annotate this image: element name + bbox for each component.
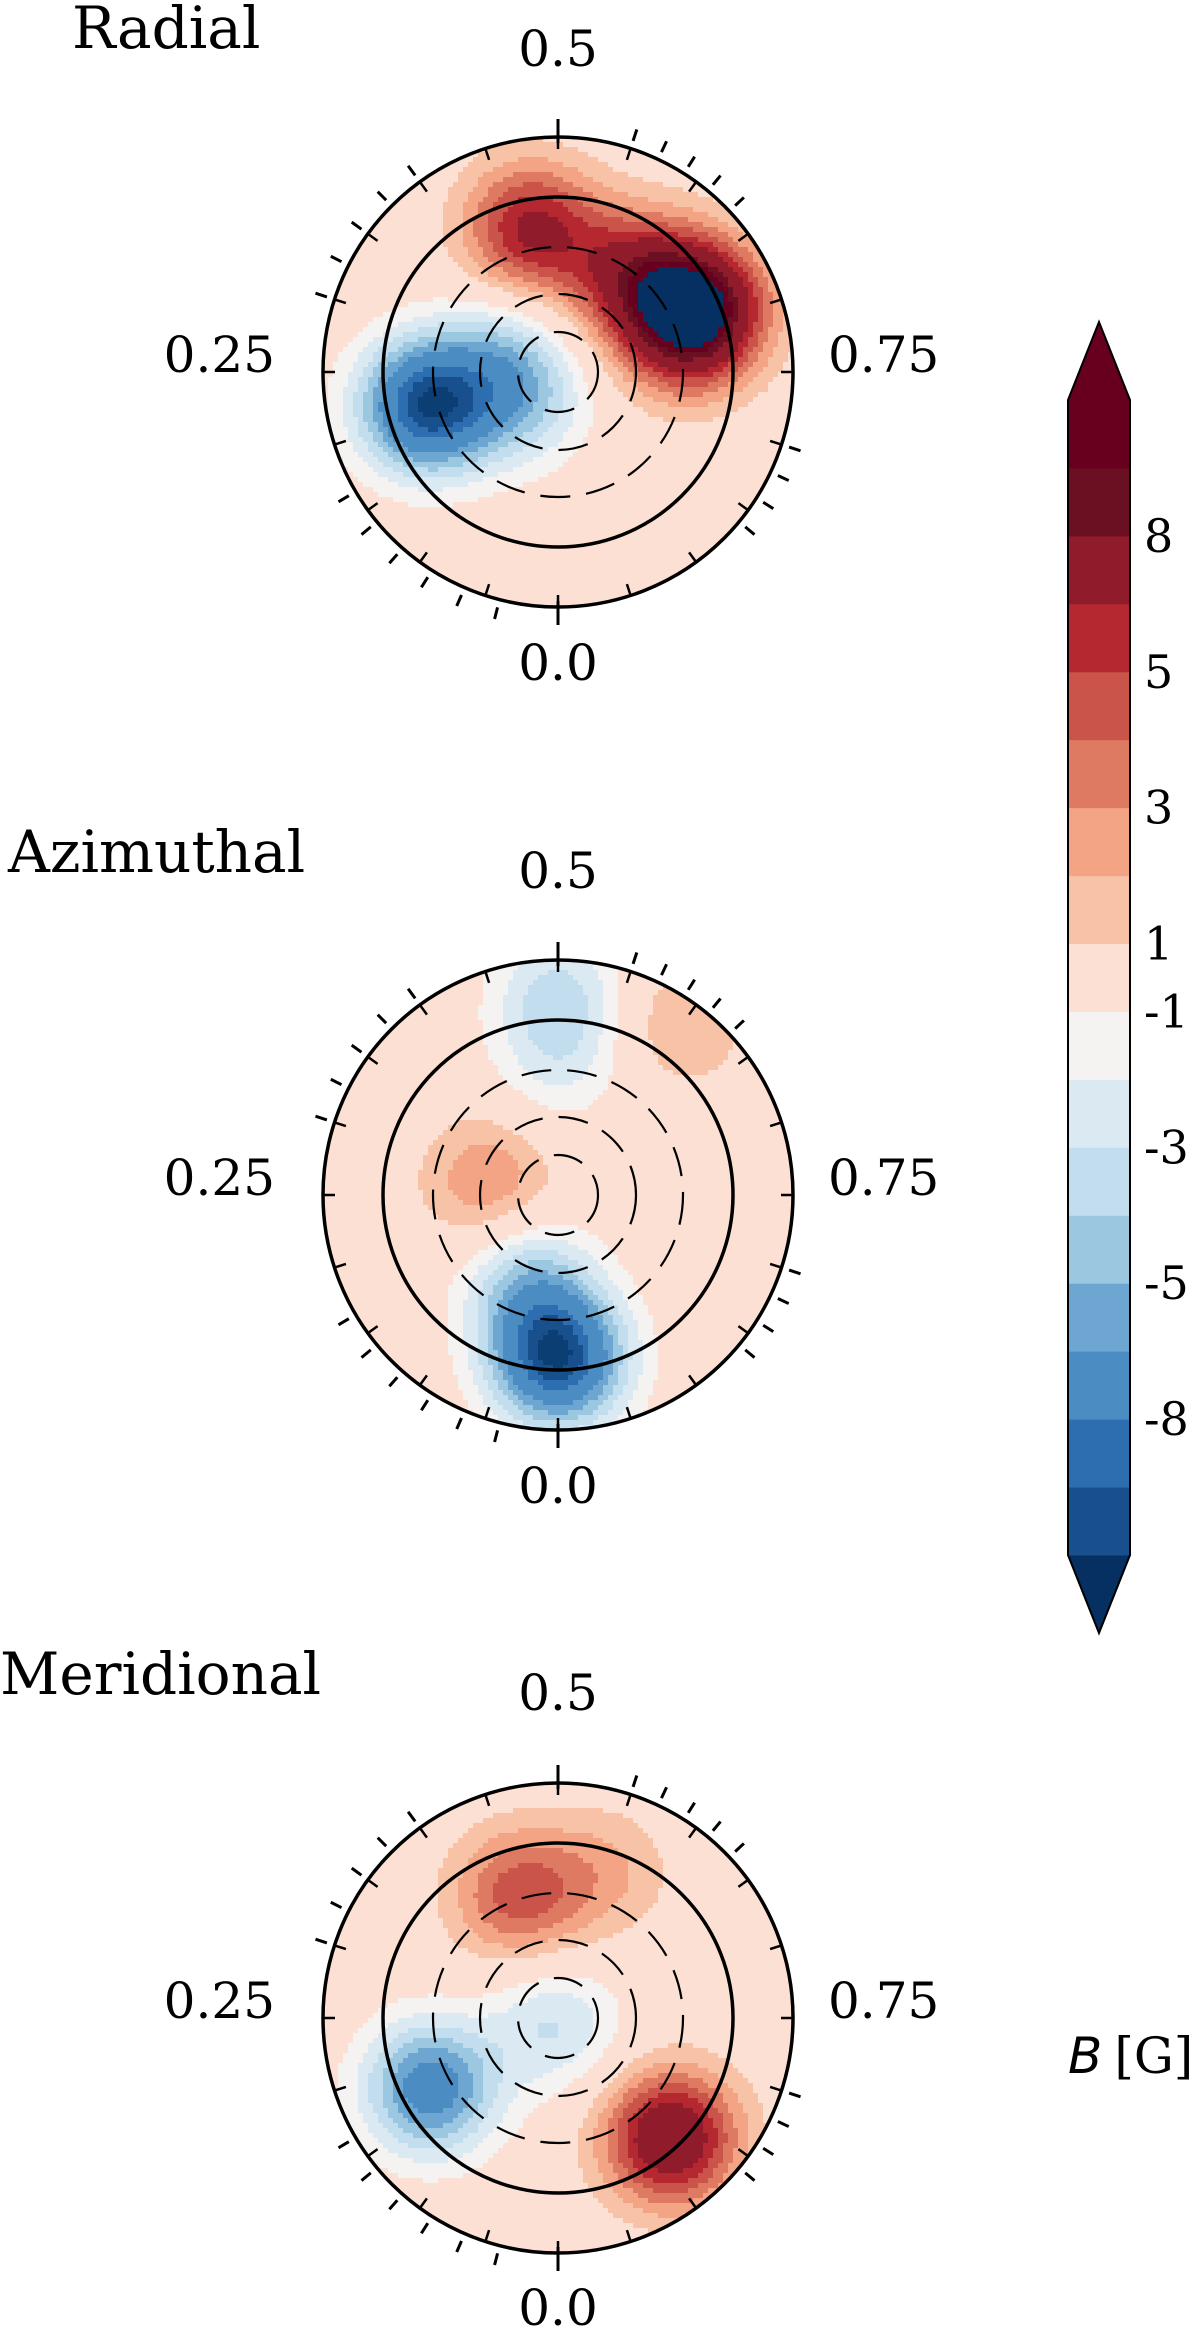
- colorbar-label-unit: [G]: [1114, 2027, 1193, 2085]
- phase-ticks: [323, 119, 793, 625]
- phase-label-left: 0.25: [164, 1149, 275, 1207]
- colorbar-segment: [1068, 943, 1130, 1012]
- colorbar-tick-label: 3: [1144, 781, 1173, 835]
- phase-label-top: 0.5: [518, 842, 598, 900]
- phase-label-top: 0.5: [518, 20, 598, 78]
- phase-ticks: [323, 1765, 793, 2271]
- colorbar: 8 5 3 1 -1 -3 -5 -8 B [G]: [1067, 319, 1193, 2085]
- colorbar-segment: [1068, 1147, 1130, 1216]
- colorbar-segment: [1068, 1351, 1130, 1420]
- observation-phase-marks: [315, 1775, 801, 2266]
- colorbar-segment: [1068, 1487, 1130, 1556]
- phase-label-top: 0.5: [518, 1664, 598, 1722]
- latitude-ring: [431, 1068, 685, 1322]
- inner-circle: [381, 1841, 735, 2195]
- colorbar-segment: [1068, 875, 1130, 945]
- latitude-ring: [516, 330, 600, 414]
- phase-label-bottom: 0.0: [518, 634, 598, 692]
- phase-ticks: [323, 942, 793, 1448]
- colorbar-segment: [1068, 1215, 1130, 1284]
- colorbar-segment: [1068, 603, 1130, 673]
- phase-label-right: 0.75: [828, 1972, 939, 2030]
- azimuthal-panel: Azimuthal 0.5 0.25 0.75 0.0: [7, 818, 939, 1515]
- colorbar-tick-label: 8: [1144, 509, 1173, 563]
- colorbar-tick-label: 5: [1144, 645, 1173, 699]
- colorbar-outline: [1067, 319, 1131, 1636]
- colorbar-segment: [1068, 1079, 1130, 1148]
- latitude-ring: [478, 292, 638, 452]
- phase-label-right: 0.75: [828, 326, 939, 384]
- colorbar-tick-label: 1: [1144, 917, 1173, 971]
- phase-label-bottom: 0.0: [518, 2279, 598, 2330]
- latitude-ring: [478, 1938, 638, 2098]
- colorbar-segment: [1068, 1011, 1130, 1080]
- observation-phase-marks: [315, 952, 801, 1443]
- colorbar-segment: [1068, 535, 1130, 605]
- colorbar-segment: [1068, 1419, 1130, 1488]
- phase-label-bottom: 0.0: [518, 1457, 598, 1515]
- colorbar-extend-max: [1068, 322, 1130, 400]
- colorbar-segment: [1068, 739, 1130, 809]
- colorbar-tick-label: -5: [1144, 1256, 1189, 1310]
- panel-title-radial: Radial: [72, 0, 260, 62]
- latitude-ring: [431, 245, 685, 499]
- phase-label-left: 0.25: [164, 326, 275, 384]
- latitude-ring: [516, 1976, 600, 2060]
- inner-circle: [381, 1018, 735, 1372]
- colorbar-label-symbol: B: [1068, 2027, 1102, 2085]
- colorbar-segment: [1068, 807, 1130, 877]
- phase-label-left: 0.25: [164, 1972, 275, 2030]
- meridional-panel: Meridional 0.5 0.25 0.75 0.0: [0, 1640, 939, 2330]
- inner-circle: [381, 195, 735, 549]
- colorbar-label: B [G]: [1068, 2027, 1193, 2085]
- panel-title-azimuthal: Azimuthal: [7, 818, 305, 886]
- colorbar-tick-label: -8: [1144, 1392, 1189, 1446]
- phase-label-right: 0.75: [828, 1149, 939, 1207]
- colorbar-segment: [1068, 671, 1130, 741]
- panel-title-meridional: Meridional: [0, 1640, 321, 1708]
- latitude-ring: [516, 1153, 600, 1237]
- latitude-ring: [478, 1115, 638, 1275]
- colorbar-tick-label: -3: [1144, 1120, 1189, 1174]
- colorbar-extend-min: [1068, 1555, 1130, 1633]
- colorbar-segment: [1068, 1283, 1130, 1352]
- latitude-ring: [431, 1891, 685, 2145]
- colorbar-tick-label: -1: [1144, 984, 1189, 1038]
- observation-phase-marks: [315, 129, 801, 620]
- radial-panel: Radial 0.5 0.25 0.75 0.0: [72, 0, 939, 692]
- colorbar-segment: [1068, 467, 1130, 537]
- colorbar-segment: [1068, 400, 1130, 469]
